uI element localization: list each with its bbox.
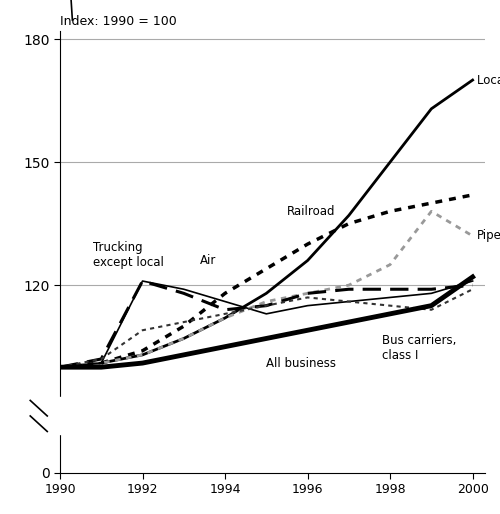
Text: Pipeline: Pipeline [476,229,500,243]
Text: Air: Air [200,254,216,267]
Text: Railroad: Railroad [287,205,336,218]
Text: Trucking
except local: Trucking except local [93,241,164,269]
Bar [22,396,64,434]
Text: All business: All business [266,357,336,370]
Text: Index: 1990 = 100: Index: 1990 = 100 [60,15,177,28]
Text: Bus carriers,
class I: Bus carriers, class I [382,335,456,362]
Text: Local trucking: Local trucking [476,74,500,86]
